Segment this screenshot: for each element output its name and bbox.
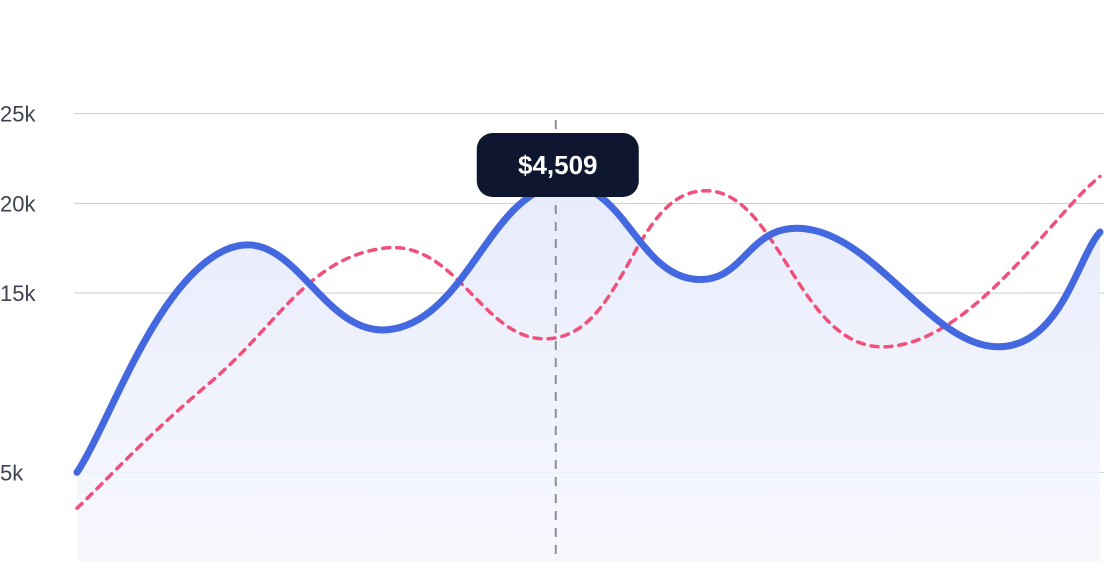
y-tick-label: 15k [0, 281, 36, 306]
y-tick-label: 25k [0, 102, 36, 127]
area-layer [77, 184, 1100, 562]
tooltip-layer: $4,509 [476, 133, 639, 198]
dashed-series-line [75, 174, 1102, 510]
y-tick-label: 20k [0, 191, 36, 216]
tooltip-value: $4,509 [518, 150, 598, 180]
tooltip-box [476, 133, 639, 197]
area-fill [77, 184, 1100, 562]
series-layer [73, 174, 1104, 510]
y-tick-label: 5k [0, 460, 24, 485]
solid-series-line [73, 181, 1104, 476]
